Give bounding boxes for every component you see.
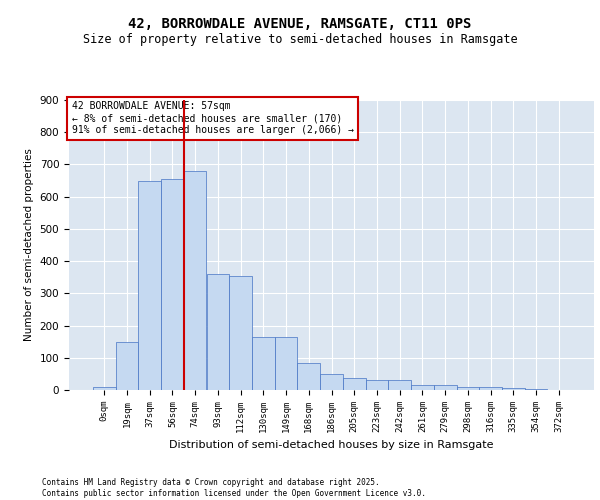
Bar — [161, 179, 184, 390]
Bar — [320, 374, 343, 390]
Y-axis label: Number of semi-detached properties: Number of semi-detached properties — [24, 148, 34, 342]
Bar — [524, 388, 547, 390]
Text: 42 BORROWDALE AVENUE: 57sqm
← 8% of semi-detached houses are smaller (170)
91% o: 42 BORROWDALE AVENUE: 57sqm ← 8% of semi… — [71, 102, 353, 134]
Bar — [229, 276, 252, 390]
Text: 42, BORROWDALE AVENUE, RAMSGATE, CT11 0PS: 42, BORROWDALE AVENUE, RAMSGATE, CT11 0P… — [128, 18, 472, 32]
Bar — [116, 342, 139, 390]
Bar — [206, 274, 229, 390]
Bar — [388, 380, 411, 390]
Bar — [365, 380, 388, 390]
X-axis label: Distribution of semi-detached houses by size in Ramsgate: Distribution of semi-detached houses by … — [169, 440, 494, 450]
Bar — [184, 171, 206, 390]
Bar — [479, 387, 502, 390]
Bar — [457, 387, 479, 390]
Text: Size of property relative to semi-detached houses in Ramsgate: Size of property relative to semi-detach… — [83, 32, 517, 46]
Bar — [252, 337, 275, 390]
Bar — [93, 387, 116, 390]
Bar — [502, 388, 524, 390]
Bar — [411, 385, 434, 390]
Bar — [275, 337, 298, 390]
Bar — [434, 385, 457, 390]
Bar — [139, 180, 161, 390]
Text: Contains HM Land Registry data © Crown copyright and database right 2025.
Contai: Contains HM Land Registry data © Crown c… — [42, 478, 426, 498]
Bar — [298, 362, 320, 390]
Bar — [343, 378, 365, 390]
